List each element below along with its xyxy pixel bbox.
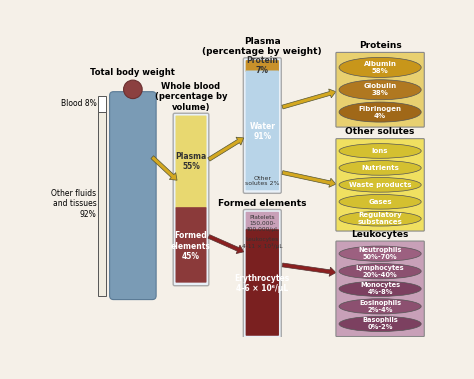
Text: Water
91%: Water 91% [249,122,275,141]
FancyBboxPatch shape [246,70,279,190]
FancyBboxPatch shape [336,241,424,337]
Text: Formed
elements
45%: Formed elements 45% [171,231,211,261]
Text: Other solutes: Other solutes [346,127,415,136]
FancyBboxPatch shape [109,92,156,299]
Text: Monocytes
4%-8%: Monocytes 4%-8% [360,282,400,295]
Ellipse shape [339,177,421,192]
Ellipse shape [339,281,421,296]
FancyBboxPatch shape [336,52,424,127]
FancyBboxPatch shape [336,139,424,231]
FancyArrow shape [282,89,336,109]
Ellipse shape [339,211,421,226]
Text: Gases: Gases [368,199,392,205]
Text: Lymphocytes
20%-40%: Lymphocytes 20%-40% [356,265,404,278]
Text: Leukocytes
4-11 × 10³/μL: Leukocytes 4-11 × 10³/μL [242,237,283,249]
FancyBboxPatch shape [175,207,207,283]
FancyBboxPatch shape [246,229,279,336]
Ellipse shape [339,316,421,332]
FancyBboxPatch shape [246,60,279,72]
Text: Total body weight: Total body weight [91,68,175,77]
Ellipse shape [339,246,421,261]
Text: Regulatory
substances: Regulatory substances [358,212,402,225]
Text: Other
solutes 2%: Other solutes 2% [245,175,280,186]
Text: Ions: Ions [372,148,388,154]
FancyBboxPatch shape [246,212,279,231]
Ellipse shape [339,80,421,100]
Bar [98,96,106,111]
Text: Proteins: Proteins [359,41,401,50]
Text: Neutrophils
50%-70%: Neutrophils 50%-70% [358,247,402,260]
Ellipse shape [339,102,421,122]
FancyBboxPatch shape [173,113,209,286]
Ellipse shape [339,264,421,279]
Ellipse shape [339,144,421,158]
Text: Whole blood
(percentage by
volume): Whole blood (percentage by volume) [155,82,227,112]
Circle shape [124,80,142,99]
FancyArrow shape [282,171,336,187]
Text: Formed elements: Formed elements [218,199,307,208]
Ellipse shape [339,161,421,175]
FancyBboxPatch shape [175,116,207,209]
Text: Globulin
38%: Globulin 38% [364,83,397,96]
Text: Platelets
150,000-
400,000/μL: Platelets 150,000- 400,000/μL [246,215,279,232]
Ellipse shape [339,57,421,77]
FancyArrow shape [208,235,244,254]
Text: Eosinophils
2%-4%: Eosinophils 2%-4% [359,300,401,313]
Text: Fibrinogen
4%: Fibrinogen 4% [359,106,401,119]
Text: Basophils
0%-2%: Basophils 0%-2% [362,317,398,330]
FancyBboxPatch shape [243,210,281,339]
Ellipse shape [339,299,421,314]
Text: Protein
7%: Protein 7% [246,56,278,75]
FancyArrow shape [282,263,336,276]
Text: Plasma
55%: Plasma 55% [175,152,207,171]
FancyArrow shape [208,137,244,161]
FancyBboxPatch shape [243,58,281,193]
Text: Other fluids
and tissues
92%: Other fluids and tissues 92% [51,189,96,219]
Ellipse shape [339,194,421,209]
Text: Waste products: Waste products [349,182,411,188]
Bar [98,111,106,296]
Text: Plasma
(percentage by weight): Plasma (percentage by weight) [202,37,322,56]
Text: Leukocytes: Leukocytes [351,230,409,239]
FancyArrow shape [151,156,177,180]
Text: Erythrocytes
4-6 × 10⁶/μL: Erythrocytes 4-6 × 10⁶/μL [235,274,290,293]
Text: Blood 8%: Blood 8% [61,99,96,108]
Text: Nutrients: Nutrients [361,165,399,171]
Text: Albumin
58%: Albumin 58% [364,61,397,74]
